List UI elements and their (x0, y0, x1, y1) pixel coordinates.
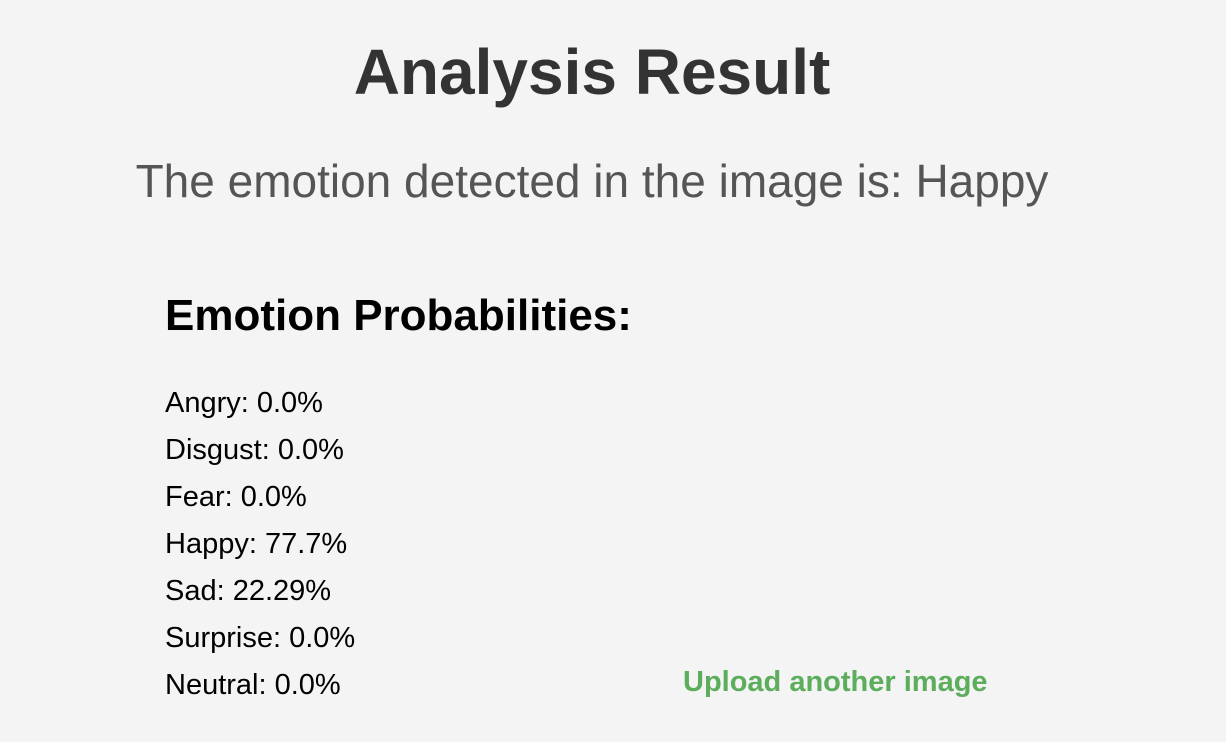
result-text: The emotion detected in the image is: Ha… (135, 155, 1049, 207)
probability-item-disgust: Disgust: 0.0% (165, 434, 344, 466)
page-title: Analysis Result (353, 36, 831, 108)
probability-item-surprise: Surprise: 0.0% (165, 622, 356, 654)
probability-item-neutral: Neutral: 0.0% (165, 669, 341, 701)
probability-item-angry: Angry: 0.0% (165, 387, 323, 419)
probability-list: Angry: 0.0% Disgust: 0.0% Fear: 0.0% Hap… (165, 380, 355, 709)
probability-item-happy: Happy: 77.7% (165, 528, 348, 560)
probabilities-heading: Emotion Probabilities: (165, 291, 632, 340)
upload-another-image-link[interactable]: Upload another image (683, 666, 988, 698)
probability-item-fear: Fear: 0.0% (165, 481, 307, 513)
probability-item-sad: Sad: 22.29% (165, 575, 332, 607)
